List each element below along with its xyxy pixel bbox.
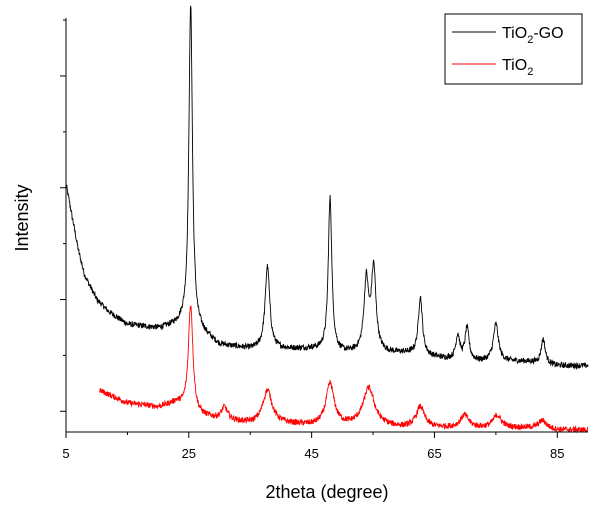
- x-tick-label-5: 5: [62, 446, 69, 461]
- plot-area: [65, 5, 589, 434]
- legend-label-tio2-go: TiO2-GO: [502, 25, 564, 46]
- legend-label-tio2: TiO2: [502, 57, 533, 78]
- ticks: 5 25 45 65 85: [60, 19, 565, 461]
- series-line-tio2-go: [65, 5, 589, 371]
- x-axis-label: 2theta (degree): [265, 482, 388, 502]
- x-tick-label-25: 25: [182, 446, 196, 461]
- legend-box: [444, 13, 583, 85]
- x-tick-label-65: 65: [427, 446, 441, 461]
- series-line-tio2: [99, 305, 589, 434]
- axes: [65, 18, 588, 433]
- legend: TiO2-GO TiO2: [444, 13, 583, 85]
- y-axis-label: Intensity: [12, 184, 32, 251]
- x-tick-label-85: 85: [550, 446, 564, 461]
- x-tick-label-45: 45: [304, 446, 318, 461]
